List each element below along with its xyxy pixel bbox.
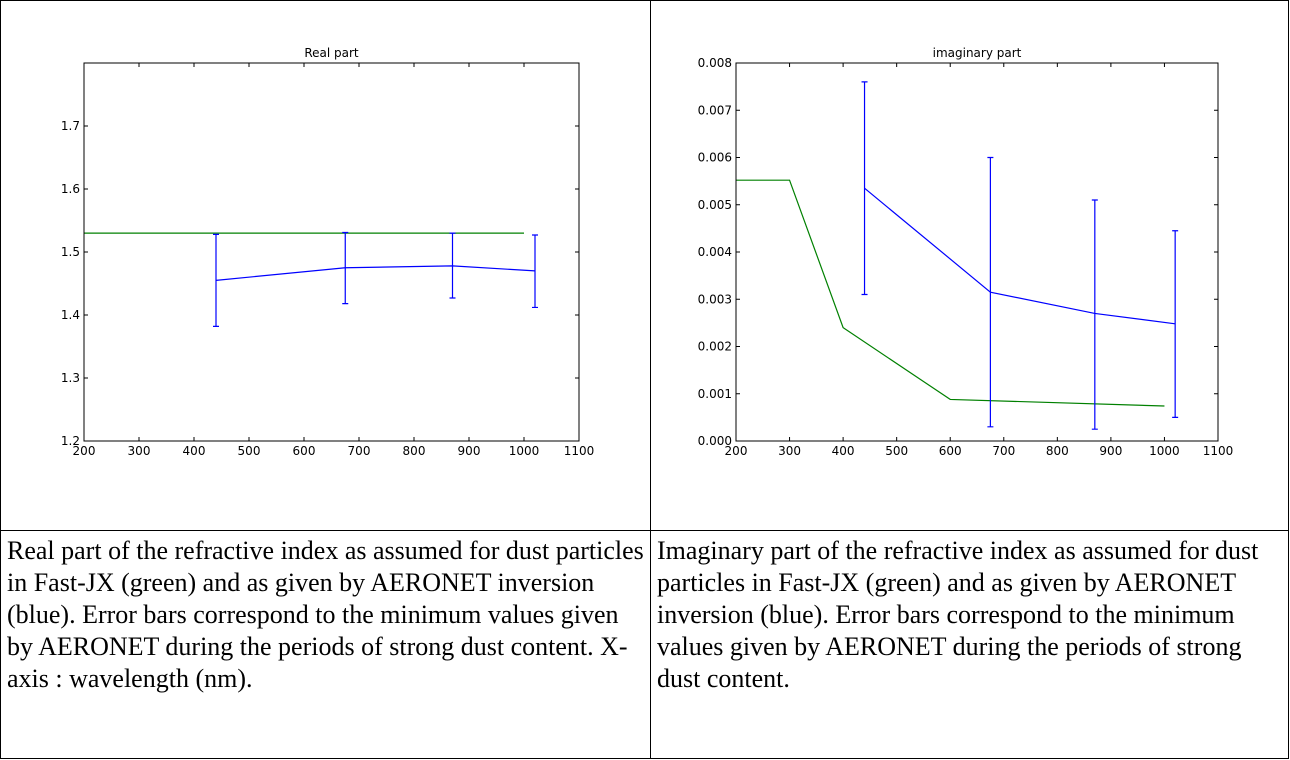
y-tick-label: 1.5	[61, 245, 80, 259]
y-tick-label: 0.005	[698, 198, 732, 212]
x-tick-label: 900	[458, 444, 481, 458]
x-tick-label: 700	[348, 444, 371, 458]
y-tick-label: 0.002	[698, 340, 732, 354]
data-line	[864, 187, 1176, 325]
x-tick-label: 200	[73, 444, 96, 458]
x-tick-label: 500	[238, 444, 261, 458]
x-tick-label: 200	[725, 444, 748, 458]
x-tick-label: 500	[885, 444, 908, 458]
y-tick-label: 0.008	[698, 56, 732, 70]
data-line	[215, 265, 536, 281]
x-tick-label: 700	[992, 444, 1015, 458]
x-tick-label: 400	[183, 444, 206, 458]
chart-cell: Real part 200 300 400 500 600 700 800 900 1000 110…	[0, 0, 651, 531]
x-tick-label: 400	[832, 444, 855, 458]
x-tick-label: 1100	[564, 444, 595, 458]
x-tick-label: 1100	[1203, 444, 1234, 458]
x-tick-label: 600	[293, 444, 316, 458]
y-tick-label: 1.4	[61, 308, 80, 322]
x-tick-label: 300	[128, 444, 151, 458]
x-tick-label: 800	[403, 444, 426, 458]
chart-cell: imaginary part 200 300 400 500 600 700 800 900 10…	[650, 0, 1289, 531]
x-tick-label: 800	[1046, 444, 1069, 458]
data-line	[736, 179, 1165, 407]
y-tick-label: 0.001	[698, 387, 732, 401]
error-bar	[342, 231, 349, 305]
y-tick-label: 0.000	[698, 434, 732, 448]
error-bar	[861, 81, 868, 296]
y-tick-label: 1.2	[61, 434, 80, 448]
error-bar	[449, 232, 456, 299]
y-tick-label: 1.6	[61, 182, 80, 196]
x-tick-label: 1000	[509, 444, 540, 458]
y-tick-label: 1.3	[61, 371, 80, 385]
error-bar	[987, 156, 994, 428]
x-tick-label: 300	[778, 444, 801, 458]
x-tick-label: 1000	[1149, 444, 1180, 458]
x-tick-label: 600	[939, 444, 962, 458]
y-tick-label: 1.7	[61, 119, 80, 133]
y-tick-label: 0.007	[698, 103, 732, 117]
plot-frame	[83, 62, 580, 442]
y-tick-label: 0.006	[698, 151, 732, 165]
error-bar	[532, 234, 538, 309]
chart-title: imaginary part	[933, 46, 1022, 60]
chart: Real part 200 300 400 500 600 700 800 900 1000 110…	[61, 46, 595, 458]
caption: Real part of the refractive index as ass…	[0, 530, 651, 759]
plot-frame	[735, 62, 1219, 442]
chart: imaginary part 200 300 400 500 600 700 800 900 10…	[698, 46, 1234, 458]
x-tick-label: 900	[1099, 444, 1122, 458]
error-bar	[213, 233, 219, 327]
error-bar	[1091, 199, 1098, 430]
chart-title: Real part	[304, 46, 359, 60]
y-tick-label: 0.003	[698, 292, 732, 306]
caption: Imaginary part of the refractive index a…	[650, 530, 1289, 759]
error-bar	[1172, 230, 1179, 418]
y-tick-label: 0.004	[698, 245, 732, 259]
